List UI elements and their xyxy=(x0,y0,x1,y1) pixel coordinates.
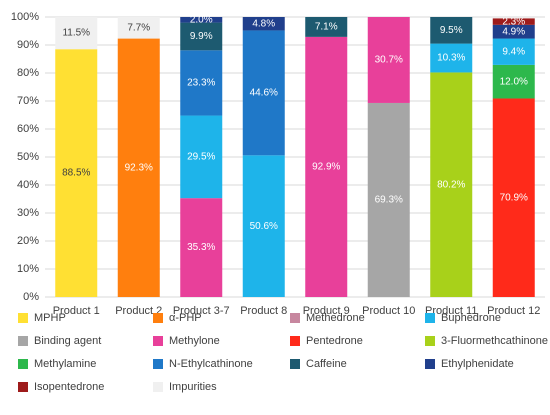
data-label: 88.5% xyxy=(62,168,90,179)
data-label: 2.3% xyxy=(502,16,525,27)
data-label: 9.5% xyxy=(440,25,463,36)
legend-label: α-PHP xyxy=(169,312,202,324)
x-tick-label: Product 2 xyxy=(115,305,162,317)
data-label: 7.1% xyxy=(315,22,338,33)
data-label: 92.3% xyxy=(125,162,153,173)
bar-segment xyxy=(180,50,223,116)
bar-segment xyxy=(117,17,160,39)
bar-segment xyxy=(492,64,535,99)
legend-label: Methylamine xyxy=(34,358,96,370)
data-label: 23.3% xyxy=(187,78,215,89)
data-label: 12.0% xyxy=(500,76,528,87)
legend-label: N-Ethylcathinone xyxy=(169,358,253,370)
bar-segment xyxy=(242,30,285,156)
legend-label: Binding agent xyxy=(34,335,101,347)
bar-segment xyxy=(430,72,473,297)
y-tick-label: 100% xyxy=(11,11,39,23)
data-label: 80.2% xyxy=(437,179,465,190)
bar-segment xyxy=(180,198,223,297)
y-tick-label: 80% xyxy=(17,67,39,79)
x-tick-label: Product 8 xyxy=(240,305,287,317)
legend-swatch xyxy=(153,382,163,392)
bar-segment xyxy=(492,18,535,25)
bar-segment xyxy=(430,43,473,73)
data-label: 29.5% xyxy=(187,152,215,163)
x-tick-label: Product 10 xyxy=(362,305,415,317)
y-tick-label: 90% xyxy=(17,39,39,51)
legend-swatch xyxy=(18,382,28,392)
y-tick-label: 0% xyxy=(23,291,39,303)
legend-swatch xyxy=(425,313,435,323)
bar-segment xyxy=(55,49,98,298)
bar-segment xyxy=(430,17,473,44)
bar-segment xyxy=(305,17,348,37)
x-tick-label: Product 11 xyxy=(425,305,477,317)
legend-label: Pentedrone xyxy=(306,335,363,347)
x-tick-label: Product 3-7 xyxy=(173,305,230,317)
bar-segment xyxy=(492,24,535,39)
y-tick-label: 30% xyxy=(17,207,39,219)
legend-label: Impurities xyxy=(169,381,217,393)
bar-segment xyxy=(367,102,410,298)
legend-label: Methylone xyxy=(169,335,220,347)
y-tick-label: 50% xyxy=(17,151,39,163)
data-label: 44.6% xyxy=(250,88,278,99)
data-label: 69.3% xyxy=(375,195,403,206)
bar-segment xyxy=(242,155,285,297)
y-tick-label: 10% xyxy=(17,263,39,275)
legend-swatch xyxy=(425,359,435,369)
data-label: 30.7% xyxy=(375,55,403,66)
legend-swatch xyxy=(18,359,28,369)
data-label: 92.9% xyxy=(312,162,340,173)
data-label: 9.9% xyxy=(190,31,213,42)
legend-swatch xyxy=(290,336,300,346)
legend-swatch xyxy=(153,336,163,346)
legend-label: 3-Fluormethcathinone xyxy=(441,335,548,347)
data-label: 4.8% xyxy=(252,18,275,29)
data-label: 35.3% xyxy=(187,242,215,253)
bar-segment xyxy=(180,115,223,199)
legend-swatch xyxy=(290,313,300,323)
legend-label: Ethylphenidate xyxy=(441,358,514,370)
data-label: 11.5% xyxy=(62,28,90,39)
legend-swatch xyxy=(290,359,300,369)
legend-label: Methedrone xyxy=(306,312,365,324)
x-tick-label: Product 12 xyxy=(487,305,540,317)
bar-segment xyxy=(55,17,98,50)
bar-segment xyxy=(117,38,160,298)
x-tick-label: Product 1 xyxy=(53,305,100,317)
legend-label: Isopentedrone xyxy=(34,381,104,393)
y-tick-label: 60% xyxy=(17,123,39,135)
legend-swatch xyxy=(153,359,163,369)
legend-swatch xyxy=(18,336,28,346)
legend-label: MPHP xyxy=(34,312,66,324)
bar-segment xyxy=(492,38,535,65)
x-tick-label: Product 9 xyxy=(303,305,350,317)
legend-label: Caffeine xyxy=(306,358,347,370)
legend-label: Buphedrone xyxy=(441,312,501,324)
data-label: 50.6% xyxy=(250,221,278,232)
legend-swatch xyxy=(425,336,435,346)
data-label: 2.0% xyxy=(190,14,213,25)
y-tick-label: 20% xyxy=(17,235,39,247)
legend-swatch xyxy=(153,313,163,323)
bar-segment xyxy=(242,17,285,31)
bar-segment xyxy=(367,17,410,103)
data-label: 4.9% xyxy=(502,26,525,37)
bar-segment xyxy=(492,98,535,297)
y-tick-label: 40% xyxy=(17,179,39,191)
bar-segment xyxy=(180,17,223,23)
data-label: 10.3% xyxy=(437,53,465,64)
y-tick-label: 70% xyxy=(17,95,39,107)
bar-segment xyxy=(180,22,223,51)
data-label: 9.4% xyxy=(502,46,525,57)
bar-segment xyxy=(305,36,348,297)
data-label: 7.7% xyxy=(127,22,150,33)
legend-swatch xyxy=(18,313,28,323)
data-label: 70.9% xyxy=(500,192,528,203)
